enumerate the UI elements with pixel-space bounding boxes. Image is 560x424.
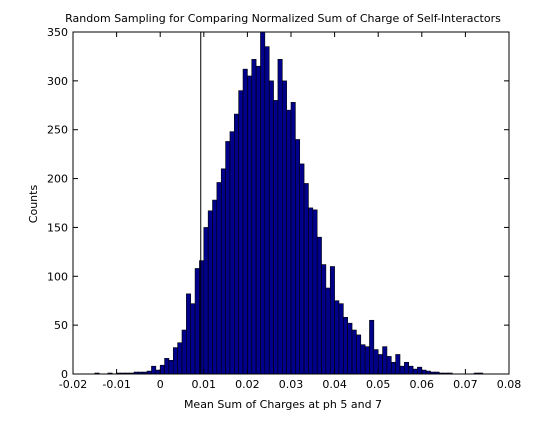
histogram-bar <box>404 361 410 375</box>
x-tick-label: 0.01 <box>192 378 217 391</box>
y-tick-label: 350 <box>47 26 68 39</box>
y-tick-label: 100 <box>47 270 68 283</box>
histogram-bar <box>303 183 309 375</box>
histogram-bar <box>177 342 183 375</box>
x-tick-label: 0 <box>157 378 164 391</box>
histogram-bar <box>382 346 388 375</box>
histogram-bar <box>325 287 331 375</box>
x-tick-label: -0.01 <box>102 378 130 391</box>
y-tick-label: 150 <box>47 221 68 234</box>
x-tick-label: -0.02 <box>59 378 87 391</box>
histogram-bar <box>159 364 165 375</box>
y-tick-label: 200 <box>47 173 68 186</box>
histogram-bar <box>234 113 239 375</box>
histogram-bar <box>220 168 226 375</box>
x-tick-label: 0.02 <box>235 378 260 391</box>
histogram-bar <box>417 366 423 375</box>
histogram-bar <box>334 300 340 375</box>
histogram-bar <box>186 293 192 375</box>
y-ticks: 0 50 100 150 200 250 300 350 <box>47 26 509 381</box>
x-tick-label: 0.08 <box>497 378 522 391</box>
histogram-bar <box>212 199 218 375</box>
histogram-bar <box>238 90 244 375</box>
histogram-bar <box>168 360 174 375</box>
histogram-bar <box>412 368 418 375</box>
histogram-bar <box>203 227 209 375</box>
x-tick-label: 0.03 <box>279 378 304 391</box>
histogram-bar <box>199 260 205 375</box>
histogram-bar <box>207 210 213 375</box>
x-ticks: -0.02 -0.01 0 0.01 0.02 0.03 0.04 0.05 0.06 0.07 0… <box>59 32 521 391</box>
histogram-bar <box>268 80 274 375</box>
histogram-bar <box>260 31 266 375</box>
histogram-bar <box>316 236 322 375</box>
histogram-bar <box>343 317 348 375</box>
histogram-bar <box>251 59 257 375</box>
histogram-bar <box>273 100 279 375</box>
histogram-bar <box>338 303 344 375</box>
histogram-bar <box>369 319 375 375</box>
histogram-bar <box>164 358 170 375</box>
x-axis-label: Mean Sum of Charges at ph 5 and 7 <box>184 398 382 411</box>
x-tick-label: 0.04 <box>322 378 347 391</box>
histogram-bar <box>364 346 370 375</box>
histogram-bar <box>277 59 283 375</box>
histogram-bar <box>155 369 161 375</box>
histogram-bar <box>172 347 178 375</box>
histogram-bar <box>181 329 187 375</box>
histogram-bar <box>295 139 301 375</box>
bars-layer <box>94 31 484 375</box>
histogram-bar <box>360 344 366 375</box>
histogram-bar <box>264 46 270 375</box>
y-axis-label: Counts <box>27 185 40 224</box>
histogram-bar <box>408 365 414 375</box>
histogram-bar <box>373 349 379 375</box>
x-tick-label: 0.06 <box>410 378 435 391</box>
y-tick-label: 300 <box>47 75 68 88</box>
histogram-bar <box>351 329 357 375</box>
histogram-bar <box>356 334 362 375</box>
histogram-bar <box>281 80 287 375</box>
histogram-bar <box>290 102 296 375</box>
histogram-bar <box>312 209 318 375</box>
histogram-bar <box>286 109 292 375</box>
y-tick-label: 250 <box>47 124 68 137</box>
histogram-bar <box>395 354 401 375</box>
histogram-bar <box>347 322 353 375</box>
y-tick-label: 50 <box>54 319 68 332</box>
histogram-bar <box>329 266 335 375</box>
histogram-bar <box>255 65 261 375</box>
y-tick-label: 0 <box>61 368 68 381</box>
histogram-bar <box>308 207 314 375</box>
histogram-bar <box>399 365 405 375</box>
x-tick-label: 0.05 <box>366 378 391 391</box>
histogram-bar <box>242 68 248 375</box>
histogram-bar <box>247 75 253 375</box>
histogram-bar <box>225 141 231 375</box>
chart-title: Random Sampling for Comparing Normalized… <box>65 12 501 25</box>
histogram-bar <box>216 182 222 375</box>
histogram-bar <box>377 354 383 375</box>
histogram-bar <box>151 365 157 375</box>
histogram-bar <box>299 163 305 375</box>
histogram-bar <box>421 369 427 375</box>
histogram-bar <box>386 356 392 375</box>
histogram-bar <box>194 268 200 375</box>
histogram-bar <box>229 131 235 375</box>
histogram-bar <box>321 264 327 375</box>
histogram-bar <box>190 303 196 375</box>
histogram-bar <box>390 361 396 375</box>
x-tick-label: 0.07 <box>453 378 478 391</box>
